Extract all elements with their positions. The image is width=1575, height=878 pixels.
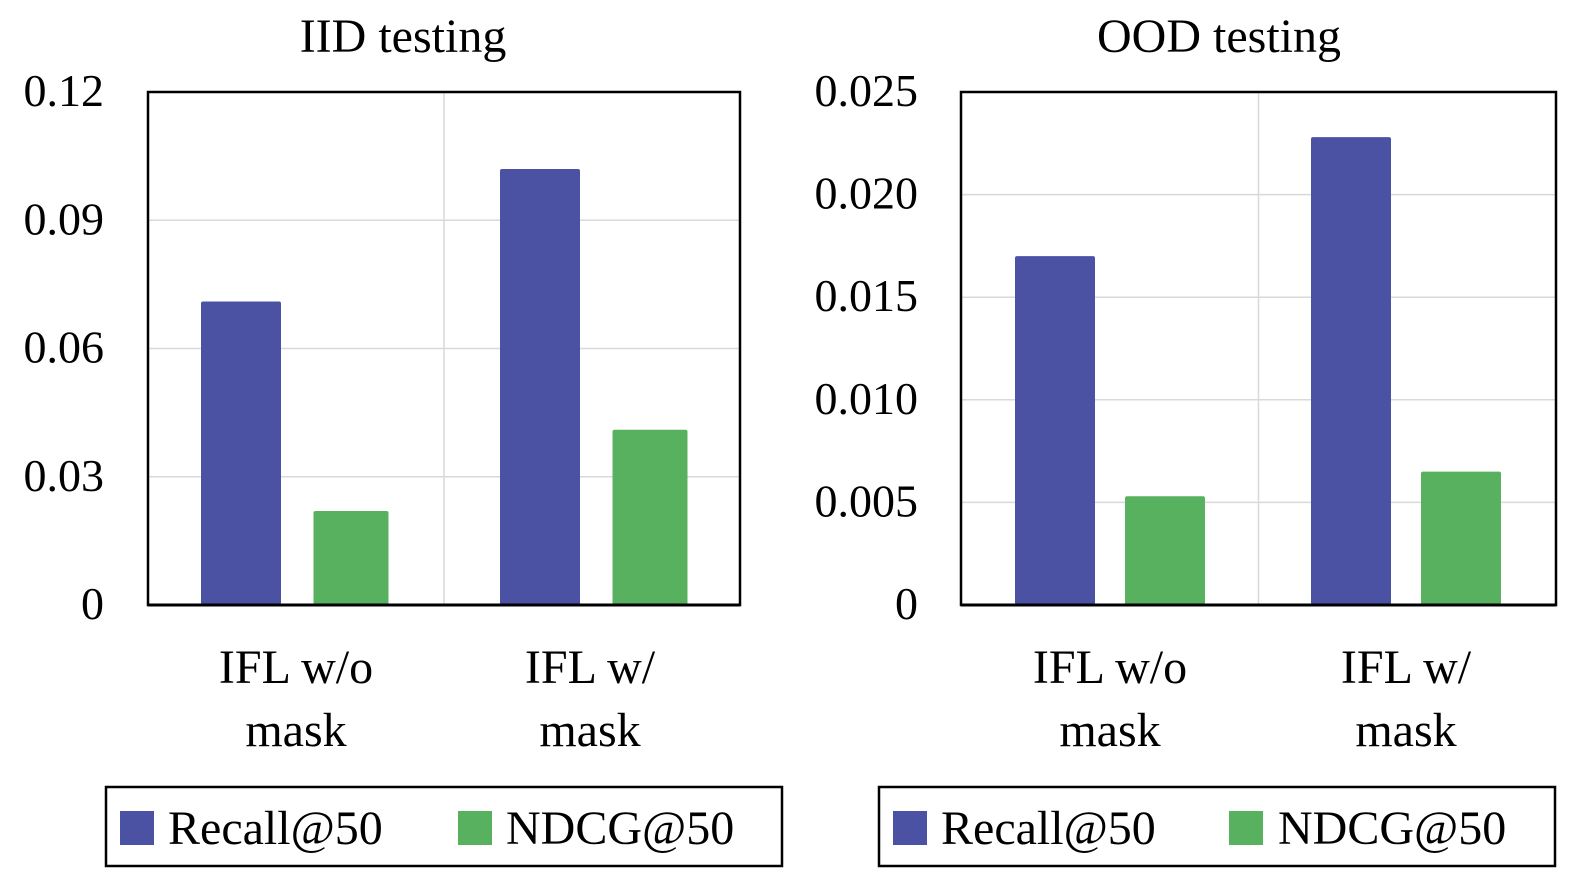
legend-label: NDCG@50 xyxy=(506,802,734,855)
legend-swatch-ndcg xyxy=(458,811,492,845)
legend-swatch-ndcg xyxy=(1229,811,1263,845)
x-tick-label: IFL w/ xyxy=(525,641,656,694)
chart-title: IID testing xyxy=(300,10,507,63)
x-tick-label: mask xyxy=(245,704,346,757)
y-tick-label: 0.025 xyxy=(815,65,919,116)
bar-ndcg xyxy=(313,510,389,605)
bar-ndcg xyxy=(1125,496,1205,605)
legend-label: NDCG@50 xyxy=(1278,802,1506,855)
y-tick-label: 0 xyxy=(895,578,918,629)
y-tick-label: 0.09 xyxy=(24,193,105,244)
y-tick-label: 0.010 xyxy=(815,373,919,424)
x-tick-label: mask xyxy=(1059,704,1160,757)
bar-recall xyxy=(1311,137,1391,606)
x-tick-label: mask xyxy=(539,704,640,757)
bar-recall xyxy=(1015,256,1095,605)
y-tick-label: 0 xyxy=(81,578,104,629)
bar-ndcg xyxy=(612,429,688,605)
y-tick-label: 0.015 xyxy=(815,270,919,321)
x-tick-label: mask xyxy=(1355,704,1456,757)
legend-swatch-recall xyxy=(893,811,927,845)
legend-swatch-recall xyxy=(120,811,154,845)
x-tick-label: IFL w/o xyxy=(1033,641,1187,694)
y-tick-label: 0.12 xyxy=(24,65,105,116)
y-tick-label: 0.06 xyxy=(24,322,105,373)
legend-label: Recall@50 xyxy=(941,802,1156,855)
chart-title: OOD testing xyxy=(1097,10,1341,63)
bar-ndcg xyxy=(1421,471,1501,605)
legend-box xyxy=(877,785,1557,868)
x-tick-label: IFL w/o xyxy=(219,641,373,694)
bar-recall xyxy=(500,168,580,605)
legend-label: Recall@50 xyxy=(168,802,383,855)
bar-recall xyxy=(201,301,281,605)
chart-iid-testing: IID testing 0 0.03 0.06 0.09 0.12 IFL w/o mask I… xyxy=(24,10,784,868)
chart-ood-testing: OOD testing 0 0.005 0.010 0.015 0.020 0.025 IFL… xyxy=(815,10,1558,868)
y-tick-label: 0.005 xyxy=(815,475,919,526)
legend-box xyxy=(104,785,784,868)
x-tick-label: IFL w/ xyxy=(1341,641,1472,694)
y-tick-label: 0.020 xyxy=(815,168,919,219)
y-tick-label: 0.03 xyxy=(24,450,105,501)
